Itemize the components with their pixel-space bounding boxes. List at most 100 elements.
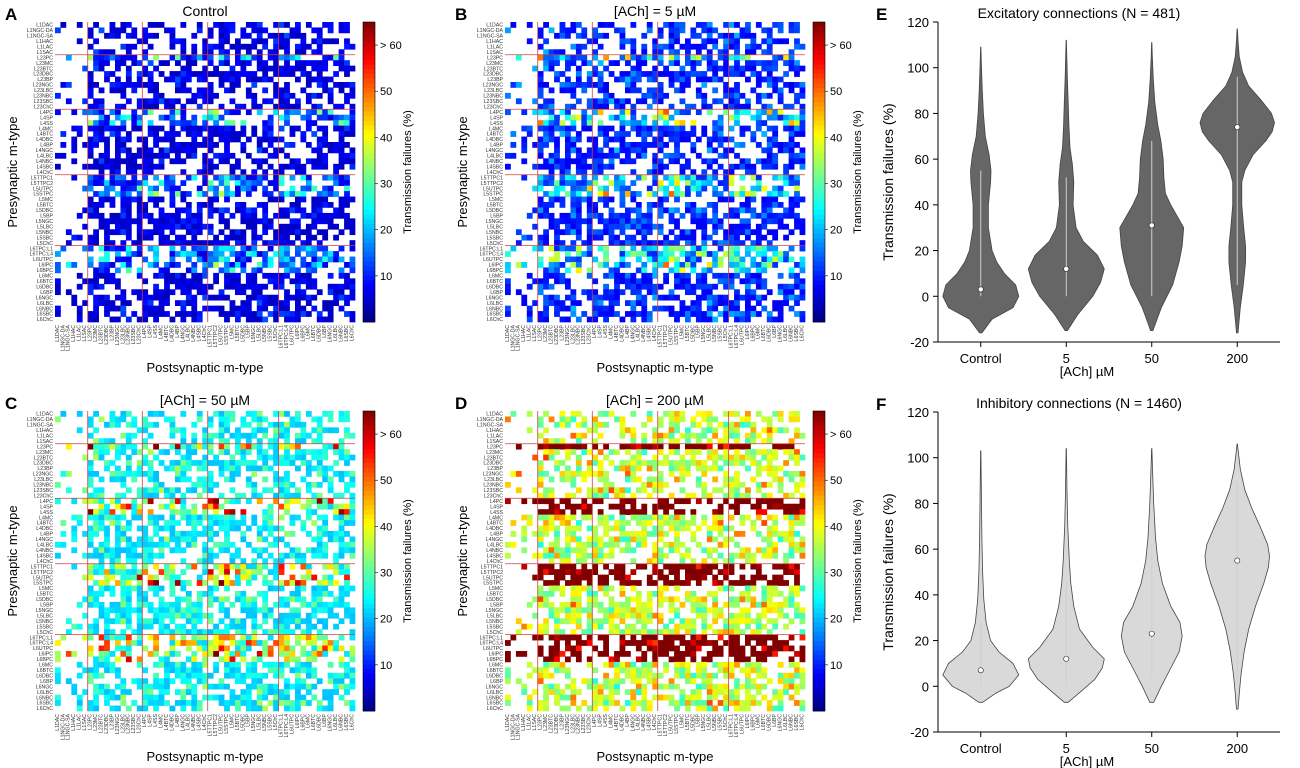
- heatmap-cell: [251, 514, 258, 521]
- heatmap-cell: [505, 251, 511, 257]
- heatmap-cell: [592, 202, 599, 208]
- heatmap-cell: [273, 272, 279, 279]
- heatmap-cell: [641, 316, 648, 323]
- heatmap-cell: [311, 103, 318, 110]
- heatmap-cell: [701, 22, 708, 28]
- heatmap-cell: [87, 27, 94, 34]
- heatmap-cell: [706, 174, 713, 181]
- heatmap-cell: [115, 223, 121, 230]
- heatmap-cell: [284, 229, 290, 236]
- heatmap-cell: [87, 634, 94, 641]
- heatmap-cell: [338, 289, 345, 296]
- heatmap-cell: [679, 174, 686, 181]
- heatmap-cell: [543, 202, 549, 208]
- heatmap-cell: [218, 125, 225, 132]
- heatmap-cell: [679, 136, 686, 143]
- heatmap-cell: [646, 131, 653, 137]
- heatmap-cell: [630, 278, 637, 285]
- heatmap-cell: [728, 169, 735, 176]
- heatmap-cell: [652, 98, 659, 105]
- heatmap-cell: [652, 43, 659, 50]
- heatmap-cell: [322, 503, 329, 510]
- column-label: L6ChC: [799, 325, 805, 341]
- heatmap-cell: [158, 514, 165, 521]
- heatmap-cell: [164, 212, 170, 219]
- heatmap-cell: [505, 152, 511, 159]
- heatmap-cell: [120, 536, 127, 543]
- heatmap-cell: [207, 82, 214, 88]
- heatmap-cell: [164, 131, 170, 137]
- heatmap-cell: [191, 223, 198, 230]
- heatmap-cell: [196, 311, 203, 317]
- heatmap-cell: [559, 131, 566, 137]
- heatmap-cell: [251, 180, 258, 186]
- heatmap-cell: [701, 294, 708, 301]
- heatmap-cell: [55, 498, 61, 505]
- heatmap-cell: [207, 305, 214, 312]
- heatmap-cell: [229, 272, 236, 279]
- heatmap-cell: [316, 432, 323, 439]
- heatmap-cell: [338, 120, 345, 126]
- heatmap-cell: [327, 300, 334, 306]
- heatmap-cell: [799, 218, 806, 225]
- heatmap-cell: [537, 256, 544, 263]
- heatmap-cell: [349, 503, 356, 510]
- heatmap-cell: [311, 158, 318, 165]
- colorbar-tick-label: 20: [380, 225, 392, 237]
- heatmap-cell: [745, 283, 751, 290]
- heatmap-cell: [597, 131, 604, 137]
- heatmap-cell: [712, 158, 719, 165]
- heatmap-cell: [635, 251, 642, 257]
- heatmap-cell: [777, 316, 784, 323]
- heatmap-cell: [570, 212, 577, 219]
- heatmap-cell: [745, 251, 751, 257]
- heatmap-cell: [185, 267, 192, 274]
- colorbar-segment: [363, 293, 375, 299]
- heatmap-cell: [278, 432, 285, 439]
- heatmap-cell: [87, 601, 94, 608]
- heatmap-cell: [695, 212, 702, 219]
- heatmap-cell: [289, 547, 296, 554]
- heatmap-cell: [712, 272, 719, 279]
- heatmap-cell: [305, 71, 312, 77]
- colorbar-segment: [813, 82, 825, 89]
- heatmap-cell: [603, 92, 609, 99]
- heatmap-cell: [196, 558, 203, 565]
- heatmap-cell: [251, 71, 258, 77]
- heatmap-cell: [777, 27, 784, 34]
- colorbar-segment: [813, 251, 825, 257]
- heatmap-cell: [316, 92, 323, 99]
- heatmap-cell: [104, 623, 110, 630]
- heatmap-cell: [175, 191, 181, 197]
- heatmap-cell: [695, 218, 702, 225]
- heatmap-cell: [322, 443, 329, 450]
- heatmap-cell: [240, 421, 247, 428]
- heatmap-cell: [224, 54, 230, 61]
- heatmap-cell: [338, 514, 345, 521]
- heatmap-cell: [570, 300, 577, 306]
- heatmap-cell: [766, 191, 773, 197]
- heatmap-cell: [603, 125, 609, 132]
- heatmap-cell: [202, 120, 209, 126]
- heatmap-cell: [338, 125, 345, 132]
- heatmap-cell: [207, 169, 214, 176]
- heatmap-cell: [344, 460, 350, 466]
- heatmap-cell: [169, 580, 176, 586]
- heatmap-cell: [603, 311, 609, 317]
- heatmap-cell: [300, 43, 307, 50]
- heatmap-cell: [311, 623, 318, 630]
- heatmap-cell: [646, 103, 653, 110]
- heatmap-cell: [169, 547, 176, 554]
- heatmap-cell: [695, 109, 702, 116]
- heatmap-cell: [537, 262, 544, 268]
- heatmap-cell: [213, 245, 219, 252]
- heatmap-cell: [164, 629, 170, 635]
- heatmap-cell: [98, 563, 105, 570]
- heatmap-cell: [175, 601, 181, 608]
- heatmap-cell: [300, 432, 307, 439]
- heatmap-cell: [120, 245, 127, 252]
- heatmap-cell: [109, 476, 116, 483]
- heatmap-cell: [136, 552, 143, 559]
- heatmap-cell: [147, 536, 154, 543]
- heatmap-cell: [207, 27, 214, 34]
